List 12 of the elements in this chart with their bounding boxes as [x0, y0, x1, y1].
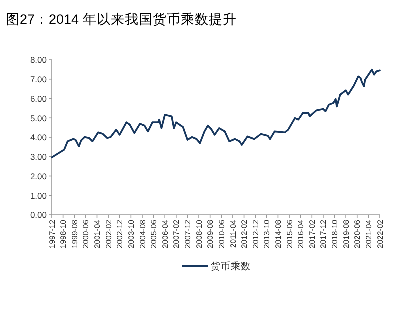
legend-label: 货币乘数 [211, 260, 251, 272]
y-tick-label: 2.00 [30, 171, 48, 182]
y-tick-label: 6.00 [30, 94, 48, 104]
y-tick-label: 0.00 [30, 210, 48, 220]
y-tick-label: 8.00 [30, 55, 48, 66]
y-tick-label: 7.00 [30, 74, 48, 85]
legend: 货币乘数 [182, 262, 251, 272]
y-tick-label: 4.00 [30, 132, 48, 143]
y-tick-label: 3.00 [30, 152, 48, 162]
y-tick-label: 5.00 [30, 113, 48, 124]
title: 图27：2014 年以来我国货币乘数提升 [6, 12, 237, 27]
y-tick-label: 1.00 [30, 190, 48, 201]
